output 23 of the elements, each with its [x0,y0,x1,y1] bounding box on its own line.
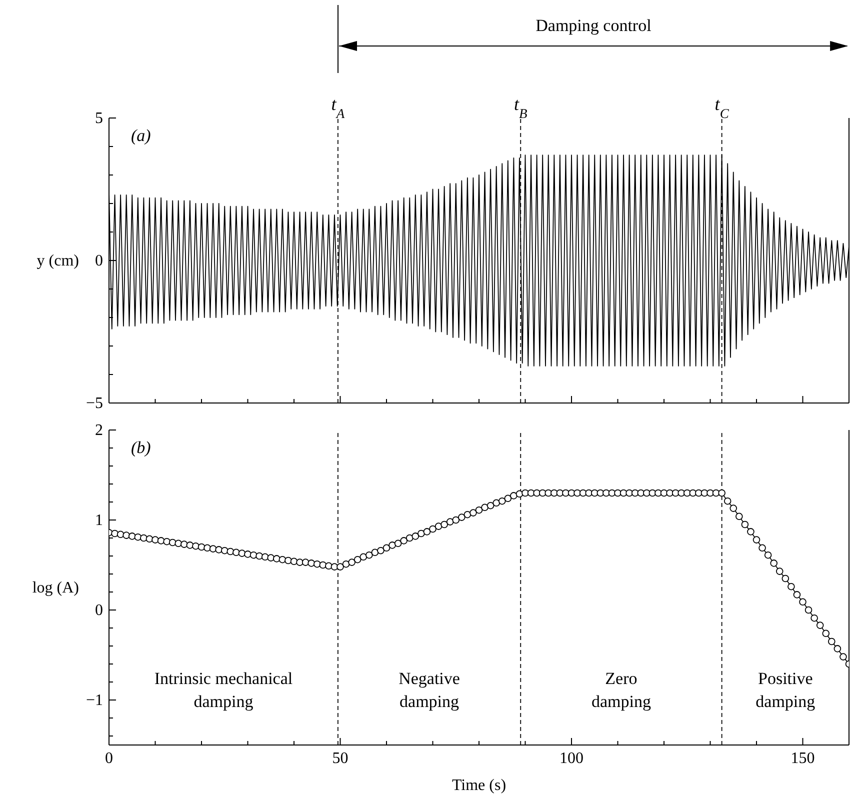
y-axis-title: log (A) [32,580,79,596]
ref-line-label: t$_{B}$ [514,94,528,120]
annotation: Zero damping [590,668,652,713]
annotation: Intrinsic mechanical damping [153,668,294,713]
y-tick-label: 5 [95,110,103,127]
y-tick-label: −1 [86,692,103,709]
y-axis-title: y (cm) [36,252,79,270]
y-tick-label: 1 [95,512,103,529]
x-tick-label: 100 [560,750,584,767]
annotation: Negative damping [398,668,461,713]
x-axis-title: Time (s) [452,777,506,794]
y-tick-label: −5 [86,395,103,412]
y-tick-label: 2 [95,422,103,439]
x-tick-label: 150 [790,750,815,767]
x-tick-label: 50 [332,750,348,767]
y-tick-label: 0 [95,252,103,270]
ref-line-label: t$_{C}$ [714,94,730,120]
text: Damping control [534,16,652,36]
annotation: Positive damping [754,668,816,713]
y-tick-label: 0 [95,602,103,619]
annotation: (b) [131,438,151,458]
ref-line-label: t$_{A}$ [331,94,346,120]
annotation: (a) [131,126,151,146]
